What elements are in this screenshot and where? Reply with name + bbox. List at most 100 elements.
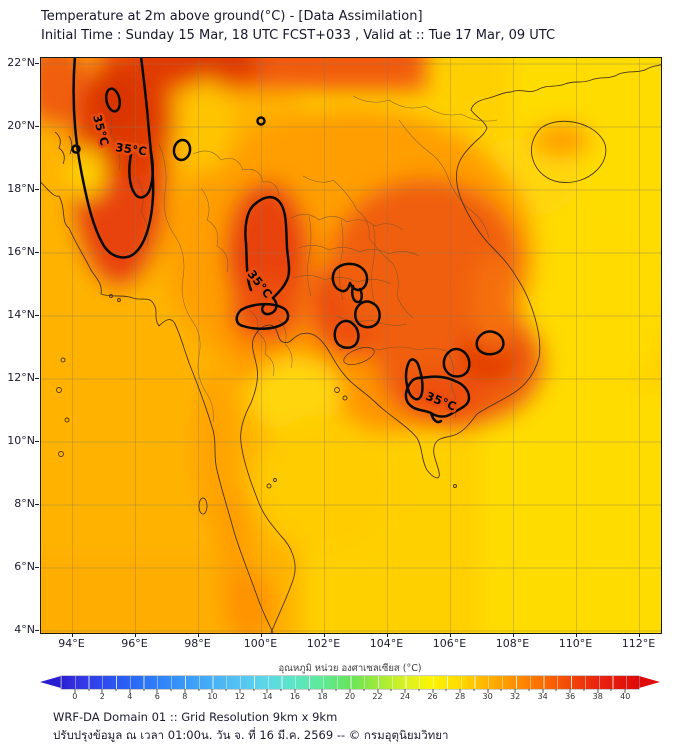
- lon-axis-label: 94°E: [58, 637, 85, 650]
- header: Temperature at 2m above ground(°C) - [Da…: [41, 7, 555, 45]
- lake-tonle-sap: [343, 347, 375, 365]
- colorbar-tick-mark: [487, 689, 489, 693]
- lon-axis-label: 96°E: [121, 637, 148, 650]
- colorbar-tick-mark: [390, 689, 392, 691]
- colorbar-tick-label: 8: [182, 692, 188, 701]
- lat-axis-label: 20°N: [7, 119, 35, 132]
- colorbar-tick-mark: [101, 689, 103, 693]
- colorbar-tick-label: 38: [592, 692, 603, 701]
- colorbar-tick-mark: [459, 689, 461, 693]
- coastline-hainan: [530, 120, 607, 183]
- colorbar-tick-mark: [597, 689, 599, 693]
- colorbar-tick-mark: [500, 689, 502, 691]
- lat-axis-label: 4°N: [14, 623, 35, 636]
- footer-update-info: ปรับปรุงข้อมูล ณ เวลา 01:00น. วัน จ. ที่…: [53, 727, 449, 742]
- colorbar-gradient: [61, 676, 639, 689]
- colorbar-tick-mark: [253, 689, 255, 691]
- colorbar-tick-mark: [88, 689, 90, 691]
- colorbar-tick-mark: [74, 689, 76, 693]
- lat-axis-label: 16°N: [7, 245, 35, 258]
- colorbar-tick-label: 4: [127, 692, 133, 701]
- colorbar-tick-mark: [225, 689, 227, 691]
- colorbar-tick-label: 20: [344, 692, 356, 701]
- colorbar-tick-label: 14: [262, 692, 273, 701]
- lat-axis-tick: [35, 63, 39, 64]
- colorbar-tick-mark: [555, 689, 557, 691]
- colorbar-tick-mark: [211, 689, 213, 693]
- lat-axis-tick: [35, 441, 39, 442]
- colorbar-tick-label: 18: [317, 692, 328, 701]
- colorbar-tick-mark: [308, 689, 310, 691]
- colorbar-tick-label: 10: [207, 692, 218, 701]
- colorbar-tick-mark: [280, 689, 282, 691]
- colorbar-tick-mark: [266, 689, 268, 693]
- colorbar-tick-label: 40: [620, 692, 631, 701]
- colorbar-tick-mark: [170, 689, 172, 691]
- colorbar-tick-label: 32: [510, 692, 521, 701]
- colorbar-tick-label: 26: [427, 692, 438, 701]
- lon-axis-label: 104°E: [369, 637, 404, 650]
- colorbar-tick-label: 30: [482, 692, 493, 701]
- colorbar-tick-mark: [198, 689, 200, 691]
- temperature-field: [41, 58, 661, 633]
- province-borders: [100, 95, 498, 423]
- lat-axis-label: 12°N: [7, 371, 35, 384]
- colorbar-tick-mark: [239, 689, 241, 693]
- lat-axis-label: 14°N: [7, 308, 35, 321]
- colorbar-tick-label: 16: [289, 692, 301, 701]
- colorbar-tick-mark: [432, 689, 434, 693]
- lon-axis-label: 102°E: [306, 637, 341, 650]
- grid-lines: [41, 58, 661, 633]
- lat-axis-label: 6°N: [14, 560, 35, 573]
- colorbar-tick-label: 22: [372, 692, 383, 701]
- lat-axis-label: 8°N: [14, 497, 35, 510]
- coastline-west: [41, 181, 274, 633]
- colorbar-tick-mark: [184, 689, 186, 693]
- colorbar-tick-mark: [143, 689, 145, 691]
- colorbar-tick-mark: [542, 689, 544, 693]
- lat-axis-label: 22°N: [7, 56, 35, 69]
- colorbar-cell-separators: [61, 676, 639, 689]
- colorbar-title: อุณหภูมิ หน่วย องศาเซลเซียส (°C): [278, 663, 422, 674]
- temperature-contours-35c: [71, 58, 505, 424]
- colorbar-tick-mark: [129, 689, 131, 693]
- coastline-vietnam: [456, 91, 541, 415]
- footer: WRF-DA Domain 01 :: Grid Resolution 9km …: [53, 709, 448, 744]
- lon-axis-label: 98°E: [184, 637, 211, 650]
- colorbar-right-arrow-icon: [639, 676, 660, 688]
- lat-axis-tick: [35, 378, 39, 379]
- colorbar-tick-label: 36: [565, 692, 576, 701]
- colorbar-tick-mark: [404, 689, 406, 693]
- lon-axis-label: 106°E: [432, 637, 467, 650]
- page-title: Temperature at 2m above ground(°C) - [Da…: [41, 9, 423, 24]
- lon-axis-label: 108°E: [495, 637, 530, 650]
- islands-rakhine: [54, 131, 73, 165]
- lat-axis-tick: [35, 630, 39, 631]
- colorbar-tick-mark: [156, 689, 158, 693]
- coastline-china: [510, 64, 661, 93]
- colorbar-tick-mark: [349, 689, 351, 693]
- colorbar-tick-mark: [321, 689, 323, 693]
- colorbar-tick-mark: [445, 689, 447, 691]
- lon-axis-label: 112°E: [621, 637, 656, 650]
- colorbar-tick-mark: [377, 689, 379, 693]
- temperature-map-canvas: 35°C 35°C 35°C 35°C: [41, 58, 661, 633]
- lat-axis-tick: [35, 252, 39, 253]
- colorbar-tick-mark: [583, 689, 585, 691]
- colorbar-tick-mark: [610, 689, 612, 691]
- colorbar-tick-row: 0 2 4 6 8 10 12 14 16 18 20 22 24 26 28 30 32 34 36 38 40: [61, 689, 639, 703]
- colorbar-tick-label: 6: [154, 692, 160, 701]
- coastline-gulf: [240, 324, 478, 633]
- page-subtitle: Initial Time : Sunday 15 Mar, 18 UTC FCS…: [41, 28, 556, 43]
- footer-domain-info: WRF-DA Domain 01 :: Grid Resolution 9km …: [53, 710, 338, 724]
- lon-axis-label: 100°E: [243, 637, 278, 650]
- colorbar-tick-label: 34: [537, 692, 548, 701]
- lat-axis-tick: [35, 126, 39, 127]
- lat-axis-tick: [35, 315, 39, 316]
- map-plot-area: 35°C 35°C 35°C 35°C: [40, 57, 662, 634]
- lat-axis-label: 18°N: [7, 182, 35, 195]
- colorbar-tick-mark: [115, 689, 117, 691]
- lat-axis-tick: [35, 567, 39, 568]
- colorbar-tick-mark: [418, 689, 420, 691]
- lon-axis-label: 110°E: [558, 637, 593, 650]
